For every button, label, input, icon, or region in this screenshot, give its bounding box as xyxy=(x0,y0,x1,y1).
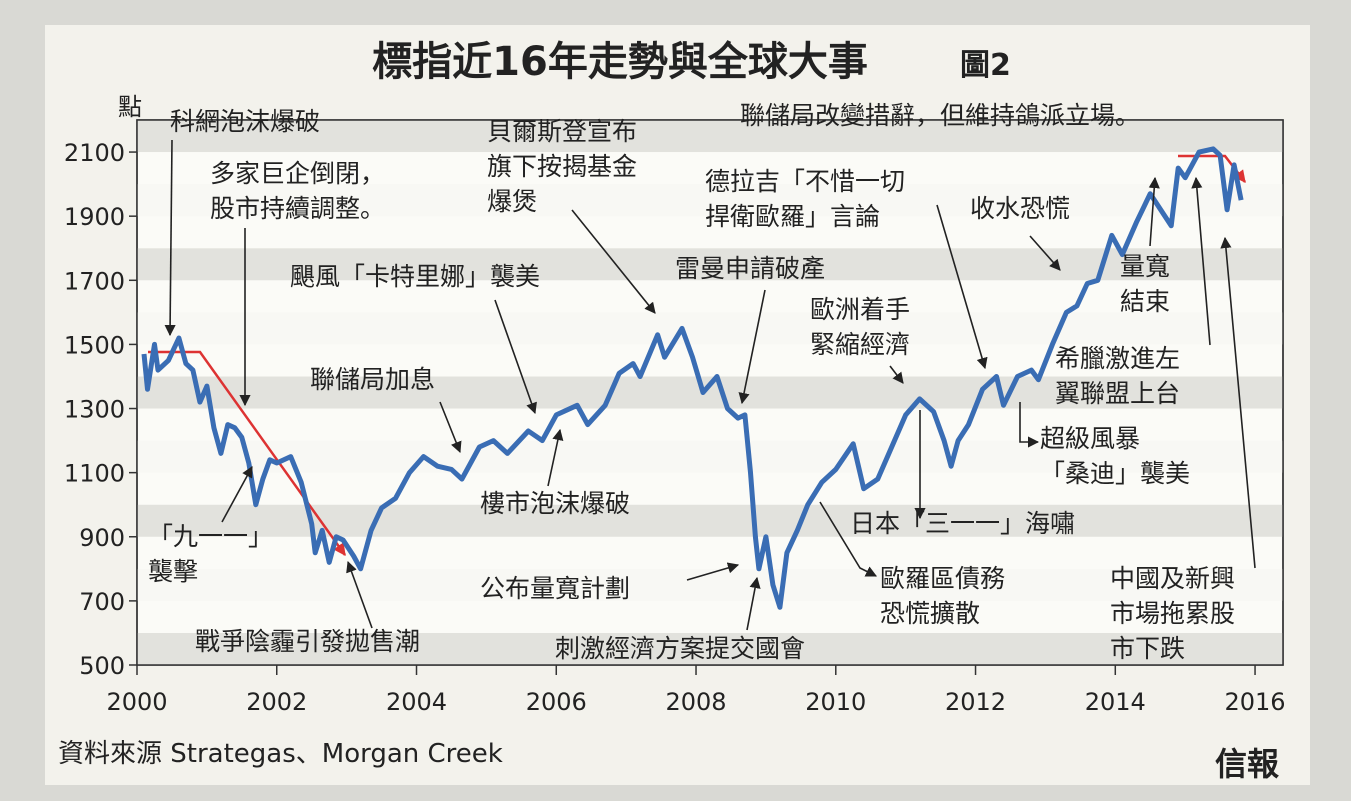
plot-frame xyxy=(136,119,1284,666)
annotation: 歐羅區債務 xyxy=(880,564,1005,593)
annotation: 聯儲局改變措辭，但維持鴿派立場。 xyxy=(740,101,1140,130)
grid-band xyxy=(137,120,1283,153)
grid-band xyxy=(137,184,1283,217)
annotation: 恐慌擴散 xyxy=(880,599,980,628)
annotation-arrow xyxy=(686,562,740,581)
grid-band xyxy=(137,248,1283,281)
annotation-arrow xyxy=(221,466,253,523)
annotation-arrow xyxy=(346,560,373,629)
y-tick-label: 1900 xyxy=(64,203,125,231)
annotation: 「九一一」 xyxy=(148,522,273,551)
trend-guide xyxy=(148,350,347,557)
annotation: 樓市泡沫爆破 xyxy=(480,489,630,518)
annotation: 多家巨企倒閉， xyxy=(210,159,385,188)
x-tick-label: 2004 xyxy=(386,688,447,716)
y-tick-label: 1700 xyxy=(64,267,125,295)
annotation: 希臘激進左 xyxy=(1055,344,1180,373)
annotation: 中國及新興 xyxy=(1110,564,1235,593)
annotation: 捍衛歐羅」言論 xyxy=(705,202,880,231)
annotation: 襲擊 xyxy=(148,557,198,586)
annotation-arrow xyxy=(1148,176,1160,247)
x-tick-label: 2012 xyxy=(945,688,1006,716)
annotation: 戰爭陰霾引發拋售潮 xyxy=(195,627,420,656)
annotation-arrow xyxy=(746,576,761,631)
grid-band xyxy=(137,633,1283,665)
x-tick-label: 2002 xyxy=(246,688,307,716)
y-tick-label: 700 xyxy=(79,588,125,616)
y-tick-label: 1100 xyxy=(64,460,125,488)
x-tick-label: 2010 xyxy=(805,688,866,716)
annotation: 爆煲 xyxy=(487,187,537,216)
annotation: 「桑迪」襲美 xyxy=(1040,459,1190,488)
annotation-arrow xyxy=(164,139,176,337)
publisher-logo: 信報 xyxy=(1215,746,1279,782)
y-tick-label: 900 xyxy=(79,524,125,552)
x-tick-label: 2000 xyxy=(106,688,167,716)
grid-band xyxy=(137,568,1283,601)
annotation-arrow xyxy=(571,209,656,314)
x-tick-label: 2008 xyxy=(665,688,726,716)
annotation: 日本「三一一」海嘯 xyxy=(850,509,1075,538)
x-tick-label: 2014 xyxy=(1085,688,1146,716)
annotation: 超級風暴 xyxy=(1040,424,1140,453)
annotation-arrow xyxy=(936,204,988,370)
annotation-arrow xyxy=(1191,176,1211,346)
annotation: 市下跌 xyxy=(1110,634,1185,663)
annotation: 歐洲着手 xyxy=(810,295,910,324)
annotation: 翼聯盟上台 xyxy=(1055,379,1180,408)
annotation: 旗下按揭基金 xyxy=(487,152,637,181)
annotation: 聯儲局加息 xyxy=(310,365,435,394)
annotation-arrow xyxy=(1019,402,1040,448)
y-axis-label: 點 xyxy=(118,93,142,121)
grid-band xyxy=(137,440,1283,473)
annotation-arrow xyxy=(1029,235,1061,271)
source: 資料來源 Strategas、Morgan Creek xyxy=(58,739,503,769)
annotation-arrow xyxy=(494,299,537,415)
x-tick-label: 2006 xyxy=(526,688,587,716)
annotation: 股市持續調整。 xyxy=(210,194,385,223)
x-tick-label: 2016 xyxy=(1225,688,1286,716)
annotation-arrow xyxy=(1220,236,1256,569)
annotation: 公布量寬計劃 xyxy=(480,574,630,603)
y-tick-label: 500 xyxy=(79,652,125,680)
annotation: 收水恐慌 xyxy=(970,194,1070,223)
chart-title: 標指近16年走勢與全球大事 xyxy=(372,39,868,85)
annotation-arrow xyxy=(547,428,564,487)
annotation-arrow xyxy=(439,401,462,454)
annotation: 颶風「卡特里娜」襲美 xyxy=(290,262,540,291)
annotation-arrow xyxy=(819,501,878,577)
price-line xyxy=(141,146,1244,610)
annotation: 結束 xyxy=(1120,287,1170,316)
y-tick-label: 2100 xyxy=(64,139,125,167)
trend-guide xyxy=(1178,154,1246,183)
annotation: 緊縮經濟 xyxy=(810,330,910,359)
annotation-arrow xyxy=(889,365,904,384)
annotation: 貝爾斯登宣布 xyxy=(487,117,637,146)
grid-band xyxy=(137,312,1283,345)
annotation: 德拉吉「不惜一切 xyxy=(705,167,905,196)
figure-label: 圖2 xyxy=(960,48,1011,83)
annotation: 科網泡沫爆破 xyxy=(170,107,320,136)
annotation: 刺激經濟方案提交國會 xyxy=(555,634,805,663)
annotation: 市場拖累股 xyxy=(1110,599,1235,628)
annotation: 量寬 xyxy=(1120,252,1170,281)
annotation: 雷曼申請破產 xyxy=(675,254,825,283)
y-tick-label: 1300 xyxy=(64,396,125,424)
annotation-arrow xyxy=(738,289,766,405)
y-tick-label: 1500 xyxy=(64,331,125,359)
